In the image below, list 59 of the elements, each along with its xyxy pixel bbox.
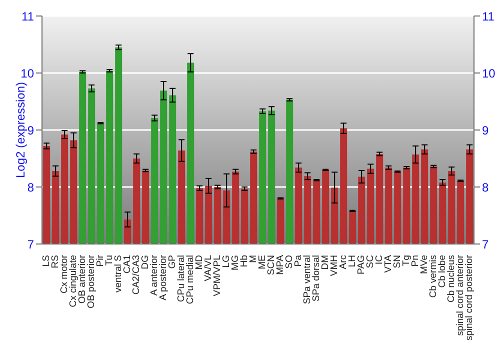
x-tick-label: Hb <box>239 255 250 268</box>
x-tick-label: VMH <box>329 254 340 276</box>
x-tick-label: Pn <box>410 255 421 267</box>
x-tick-label: OB anterior <box>77 255 88 304</box>
y-tick-label: 7 <box>27 237 34 252</box>
x-tick-label: ME <box>257 255 268 270</box>
y2-tick-label: 7 <box>482 237 489 252</box>
x-tick-label: spinal cord anterior <box>455 255 466 336</box>
y-axis-title: Log2 (expression) <box>13 82 28 178</box>
y-tick-label: 9 <box>27 123 34 138</box>
x-tick-label: LG <box>221 255 232 268</box>
x-tick-label: Cx cingulate <box>68 255 79 308</box>
x-tick-label: VA/VL <box>203 255 214 282</box>
x-tick-label: PAG <box>356 255 367 274</box>
x-tick-label: MPA <box>275 254 286 275</box>
x-tick-label: spinal cord posterior <box>464 255 475 341</box>
x-tick-label: SC <box>365 254 376 268</box>
x-tick-label: SN <box>392 254 403 268</box>
x-tick-label: VPM/VPL <box>212 255 223 296</box>
y2-tick-label: 9 <box>482 123 489 138</box>
x-tick-label: LH <box>347 254 358 268</box>
y-tick-label: 10 <box>20 66 34 80</box>
x-tick-label: Arc <box>338 254 349 270</box>
x-tick-label: GP <box>167 255 178 269</box>
x-tick-label: A posterior <box>158 255 169 300</box>
x-tick-label: SPa dorsal <box>311 255 322 302</box>
y2-tick-label: 10 <box>482 66 496 80</box>
x-tick-label: A anterior <box>149 255 160 296</box>
x-tick-label: Tg <box>401 255 412 266</box>
x-tick-label: SCN <box>266 254 277 276</box>
y2-tick-label: 8 <box>482 180 489 194</box>
x-tick-label: DM <box>320 254 331 270</box>
x-tick-label: DG <box>140 255 151 270</box>
x-tick-label: OB posterior <box>86 255 97 308</box>
x-tick-label: SPa ventral <box>302 255 313 304</box>
x-tick-label: Pa <box>293 254 304 267</box>
x-tick-label: CPu medial <box>185 255 196 304</box>
x-tick-label: LS <box>41 255 52 267</box>
x-tick-label: RS <box>50 255 61 268</box>
x-tick-label: CPu lateral <box>176 255 187 302</box>
x-tick-label: VTA <box>383 254 394 273</box>
x-tick-label: Cb vermis <box>428 254 439 298</box>
x-tick-label: Tu <box>104 255 115 266</box>
x-tick-label: CA1 <box>122 255 133 274</box>
x-tick-label: ventral S <box>113 255 124 292</box>
y-tick-label: 8 <box>27 180 34 194</box>
x-tick-label: Pir <box>95 255 106 267</box>
x-tick-label: MD <box>194 254 205 270</box>
x-tick-label: SO <box>284 255 295 269</box>
x-tick-label: CA2/CA3 <box>131 255 142 295</box>
x-tick-label: Cx motor <box>59 255 70 294</box>
y2-tick-label: 11 <box>482 9 495 24</box>
x-tick-label: M <box>248 254 259 263</box>
x-tick-label: Cb lobe <box>437 255 448 288</box>
x-tick-label: IC <box>374 254 385 264</box>
x-tick-label: Cb nucleus <box>446 254 457 303</box>
x-tick-label: MVe <box>419 255 430 274</box>
x-tick-label: MG <box>230 255 241 270</box>
y-tick-label: 11 <box>22 9 34 24</box>
